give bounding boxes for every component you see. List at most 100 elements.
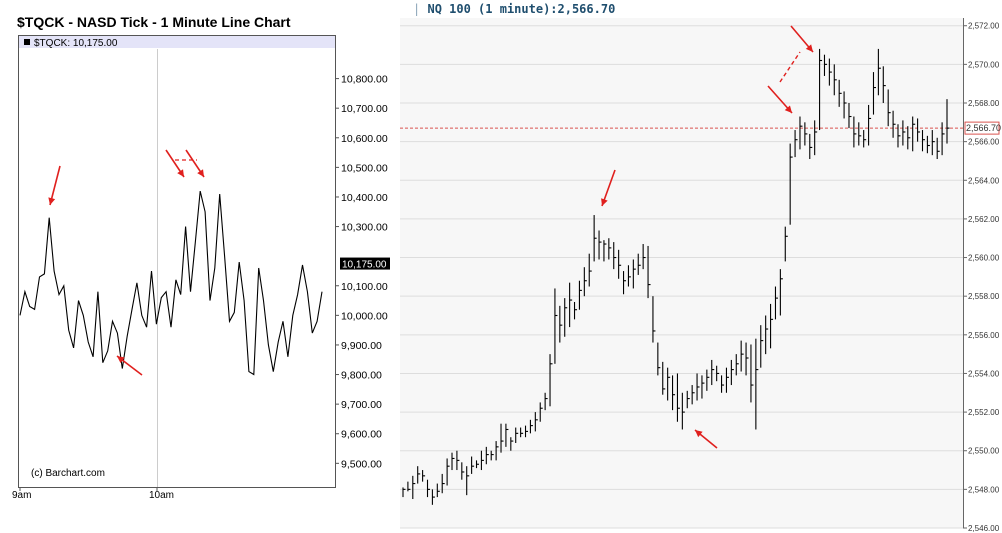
ohlc-bar — [926, 135, 930, 154]
ohlc-bar — [520, 427, 524, 438]
left-ytick-label: 9,800.00 — [341, 370, 382, 382]
ohlc-bar — [804, 122, 808, 146]
ohlc-bar — [868, 104, 872, 146]
ohlc-bar — [515, 427, 519, 443]
ohlc-bar — [789, 143, 793, 225]
ohlc-bar — [877, 48, 881, 96]
ohlc-bar — [466, 466, 470, 496]
ohlc-bar — [858, 122, 862, 146]
ohlc-bar — [696, 373, 700, 401]
right-ytick-label: 2,546.00 — [968, 524, 1000, 533]
ohlc-bar — [578, 280, 582, 310]
right-grid — [400, 25, 963, 529]
ohlc-bar — [608, 238, 612, 260]
left-arrow-9am-peak — [48, 165, 61, 206]
ohlc-bar — [779, 269, 783, 316]
ohlc-bar — [593, 215, 597, 262]
ohlc-bar — [706, 369, 710, 391]
right-arrow-high — [601, 169, 616, 207]
right-chart-panel: 2,572.00 2,570.00 2,568.00 2,566.00 2,564.00… — [395, 0, 1002, 533]
ohlc-bar — [407, 481, 411, 492]
ohlc-bar — [681, 392, 685, 430]
ohlc-bar — [853, 116, 857, 148]
ohlc-bar — [554, 288, 558, 364]
ohlc-bar — [725, 367, 729, 393]
ohlc-bar — [814, 120, 818, 156]
ohlc-bar — [730, 359, 734, 386]
ohlc-bar — [475, 460, 480, 469]
ohlc-bar — [750, 344, 754, 403]
ohlc-bar — [765, 315, 769, 355]
ohlc-bar — [412, 475, 416, 500]
ohlc-bar — [902, 120, 906, 146]
ohlc-bar — [422, 470, 426, 482]
ohlc-bar — [495, 441, 499, 461]
right-ohlc-bars — [402, 48, 950, 505]
ohlc-bar — [544, 392, 548, 411]
ohlc-bar — [941, 122, 945, 156]
ohlc-bar — [828, 58, 832, 86]
ohlc-bar — [564, 298, 568, 337]
ohlc-bar — [431, 489, 435, 505]
ohlc-bar — [471, 456, 475, 474]
ohlc-bar — [451, 452, 455, 471]
ohlc-bar — [647, 245, 651, 299]
ohlc-bar — [534, 412, 538, 432]
ohlc-bar — [823, 54, 827, 76]
left-last-value-label: 10,175.00 — [342, 260, 387, 271]
ohlc-bar — [667, 367, 671, 401]
ohlc-bar — [671, 375, 676, 411]
right-ytick-label: 2,548.00 — [968, 485, 1000, 494]
right-annotations — [601, 25, 814, 449]
ohlc-bar — [676, 373, 680, 422]
left-legend-swatch — [24, 39, 30, 45]
ohlc-bar — [819, 48, 823, 131]
ohlc-bar — [770, 303, 774, 349]
ohlc-bar — [701, 375, 705, 399]
ohlc-bar — [569, 282, 573, 328]
ohlc-bar — [892, 110, 896, 138]
ohlc-bar — [755, 338, 759, 430]
left-xtick-label: 9am — [12, 490, 31, 501]
left-chart-title: $TQCK - NASD Tick - 1 Minute Line Chart — [17, 14, 291, 30]
right-ytick-label: 2,556.00 — [968, 331, 1000, 340]
ohlc-bar — [426, 479, 431, 498]
left-ytick-label: 9,600.00 — [341, 429, 382, 441]
ohlc-bar — [632, 259, 636, 289]
left-plot-frame — [18, 35, 336, 488]
ohlc-bar — [711, 359, 715, 386]
ohlc-bar — [588, 253, 592, 287]
left-legend-label: $TQCK: 10,175.00 — [34, 38, 118, 49]
ohlc-bar — [627, 265, 631, 287]
left-ytick-label: 10,500.00 — [341, 162, 388, 174]
ohlc-bar — [657, 342, 661, 376]
ohlc-bar — [936, 137, 940, 160]
ohlc-bar — [872, 72, 876, 115]
ohlc-bar — [539, 402, 543, 422]
ohlc-bar — [716, 365, 720, 382]
ohlc-bar — [760, 325, 764, 368]
right-arrow-mid — [767, 85, 793, 114]
right-ytick-label: 2,572.00 — [968, 22, 1000, 31]
right-chart-svg: 2,572.00 2,570.00 2,568.00 2,566.00 2,564.00… — [400, 18, 1001, 533]
ohlc-bar — [573, 301, 578, 320]
ohlc-bar — [843, 91, 847, 119]
right-arrow-low — [694, 429, 718, 449]
ohlc-bar — [637, 253, 641, 275]
ohlc-bar — [946, 99, 950, 144]
ohlc-bar — [887, 89, 891, 127]
left-ytick-label: 10,100.00 — [341, 281, 388, 293]
right-ytick-label: 2,552.00 — [968, 408, 1000, 417]
right-arrow-top — [790, 25, 814, 53]
title-separator: | — [413, 2, 421, 16]
ohlc-bar — [402, 487, 406, 498]
left-chart-svg: $TQCK: 10,175.00 10,800.00 10,700.00 10,60… — [12, 35, 390, 501]
ohlc-bar — [921, 130, 925, 152]
ohlc-bar — [583, 267, 587, 297]
left-xtick-label: 10am — [149, 490, 174, 501]
right-chart-title-text: NQ 100 (1 minute):2,566.70 — [427, 2, 616, 16]
left-arrow-low — [116, 355, 143, 376]
ohlc-bar — [603, 240, 607, 262]
ohlc-bar — [838, 79, 842, 107]
right-ytick-label: 2,560.00 — [968, 254, 1000, 263]
